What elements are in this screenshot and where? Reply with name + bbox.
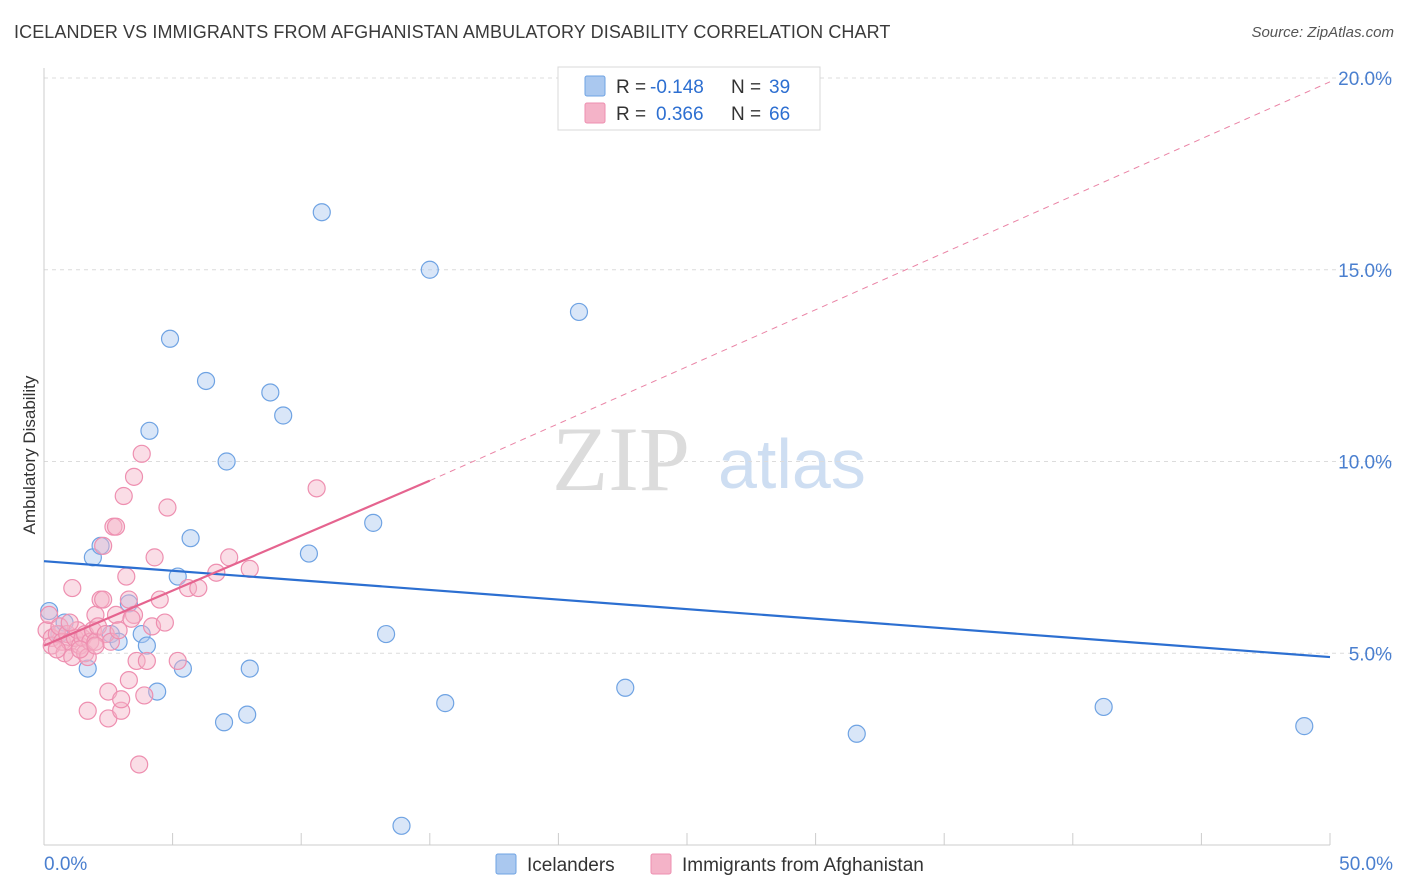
legend-r-value-2: 0.366 xyxy=(656,104,704,125)
data-point-0-34 xyxy=(1094,697,1113,717)
y-axis-title: Ambulatory Disability xyxy=(20,375,39,534)
y-tick-labels: 5.0% 10.0% 15.0% 20.0% xyxy=(1338,69,1392,665)
data-point-1-53 xyxy=(168,651,187,671)
x-tick-labels: 0.0% 50.0% xyxy=(44,854,1393,875)
data-point-1-45 xyxy=(132,444,151,463)
data-point-1-63 xyxy=(86,636,105,655)
legend-top: R = -0.148 N = 39 R = 0.366 N = 66 xyxy=(557,66,821,131)
trend-line-afghanistan-extension xyxy=(429,81,1331,482)
data-point-0-16 xyxy=(181,529,200,548)
data-point-0-9 xyxy=(132,624,151,644)
legend-swatch-afghanistan xyxy=(584,102,606,124)
legend-n-value-2: 66 xyxy=(769,104,790,125)
data-point-0-19 xyxy=(217,452,236,471)
legend-n-label-1: N = xyxy=(731,77,761,98)
data-point-0-31 xyxy=(569,302,589,322)
legend-r-label-1: R = xyxy=(616,77,646,98)
data-point-1-64 xyxy=(106,517,126,536)
watermark-atlas: atlas xyxy=(718,425,866,503)
data-point-1-11 xyxy=(63,578,82,598)
data-point-0-13 xyxy=(160,329,180,348)
legend-bottom-label-afghanistan: Immigrants from Afghanistan xyxy=(682,855,924,876)
y-tick-label-0: 5.0% xyxy=(1349,644,1392,665)
x-tick-label-1: 50.0% xyxy=(1339,854,1393,875)
data-point-1-5 xyxy=(50,617,69,636)
watermark-zip: ZIP xyxy=(552,408,690,510)
data-point-1-23 xyxy=(86,632,105,651)
data-point-1-62 xyxy=(70,640,90,659)
legend-r-label-2: R = xyxy=(616,104,646,125)
trend-line-afghanistan xyxy=(43,479,431,647)
chart-source: Source: ZipAtlas.com xyxy=(1251,24,1394,41)
data-point-0-17 xyxy=(196,371,216,391)
data-point-1-61 xyxy=(60,613,79,632)
data-point-0-32 xyxy=(616,678,635,697)
y-tick-label-1: 10.0% xyxy=(1338,453,1392,474)
legend-bottom: Icelanders Immigrants from Afghanistan xyxy=(495,853,924,876)
trend-line-icelanders xyxy=(43,560,1331,659)
legend-n-label-2: N = xyxy=(731,104,761,125)
data-point-0-22 xyxy=(261,383,280,402)
data-point-0-11 xyxy=(140,421,159,440)
data-point-1-65 xyxy=(122,609,141,628)
data-point-1-46 xyxy=(135,686,154,705)
data-point-1-19 xyxy=(78,701,97,720)
data-point-0-23 xyxy=(274,406,293,425)
data-point-1-27 xyxy=(94,590,113,609)
data-point-0-26 xyxy=(364,513,383,532)
x-tick-label-0: 0.0% xyxy=(44,854,87,875)
watermark: ZIP atlas xyxy=(552,408,866,510)
y-tick-label-2: 15.0% xyxy=(1338,261,1392,282)
legend-bottom-swatch-icelanders xyxy=(495,853,517,875)
data-point-1-59 xyxy=(307,479,326,498)
trend-lines xyxy=(43,81,1331,659)
chart-title: ICELANDER VS IMMIGRANTS FROM AFGHANISTAN… xyxy=(14,22,891,42)
data-point-0-10 xyxy=(137,636,156,655)
data-point-1-47 xyxy=(137,651,156,671)
y-tick-label-3: 20.0% xyxy=(1338,69,1392,90)
axes xyxy=(43,68,1331,846)
legend-swatch-icelanders xyxy=(584,75,606,97)
data-point-0-35 xyxy=(1295,717,1314,736)
data-point-1-58 xyxy=(240,559,259,578)
data-point-1-36 xyxy=(112,690,131,709)
data-point-0-25 xyxy=(312,203,331,222)
legend-n-value-1: 39 xyxy=(769,77,790,98)
data-point-1-52 xyxy=(158,498,177,517)
data-point-1-37 xyxy=(114,486,133,506)
data-point-0-28 xyxy=(392,816,411,835)
legend-bottom-label-icelanders: Icelanders xyxy=(527,855,615,876)
data-point-1-26 xyxy=(94,536,113,555)
data-point-0-24 xyxy=(299,544,319,563)
data-point-1-38 xyxy=(117,567,136,586)
series-icelanders xyxy=(40,203,1314,835)
data-point-0-29 xyxy=(420,260,439,279)
data-point-0-0 xyxy=(40,601,59,621)
data-point-0-21 xyxy=(240,659,259,678)
data-point-1-1 xyxy=(40,605,59,625)
data-point-0-27 xyxy=(376,624,396,644)
data-point-0-30 xyxy=(436,694,455,713)
data-point-1-39 xyxy=(119,670,138,690)
data-point-0-20 xyxy=(238,705,257,724)
data-point-1-40 xyxy=(119,590,138,609)
legend-bottom-swatch-afghanistan xyxy=(650,853,672,875)
series-afghanistan xyxy=(37,444,326,774)
data-point-1-51 xyxy=(155,613,174,632)
data-point-0-33 xyxy=(847,724,866,743)
data-point-1-34 xyxy=(109,621,128,640)
data-point-1-43 xyxy=(127,651,146,671)
data-point-1-42 xyxy=(124,467,144,486)
legend-r-value-1: -0.148 xyxy=(650,77,704,98)
data-point-0-18 xyxy=(214,713,234,732)
data-point-1-49 xyxy=(145,548,164,567)
data-point-1-44 xyxy=(130,755,149,774)
